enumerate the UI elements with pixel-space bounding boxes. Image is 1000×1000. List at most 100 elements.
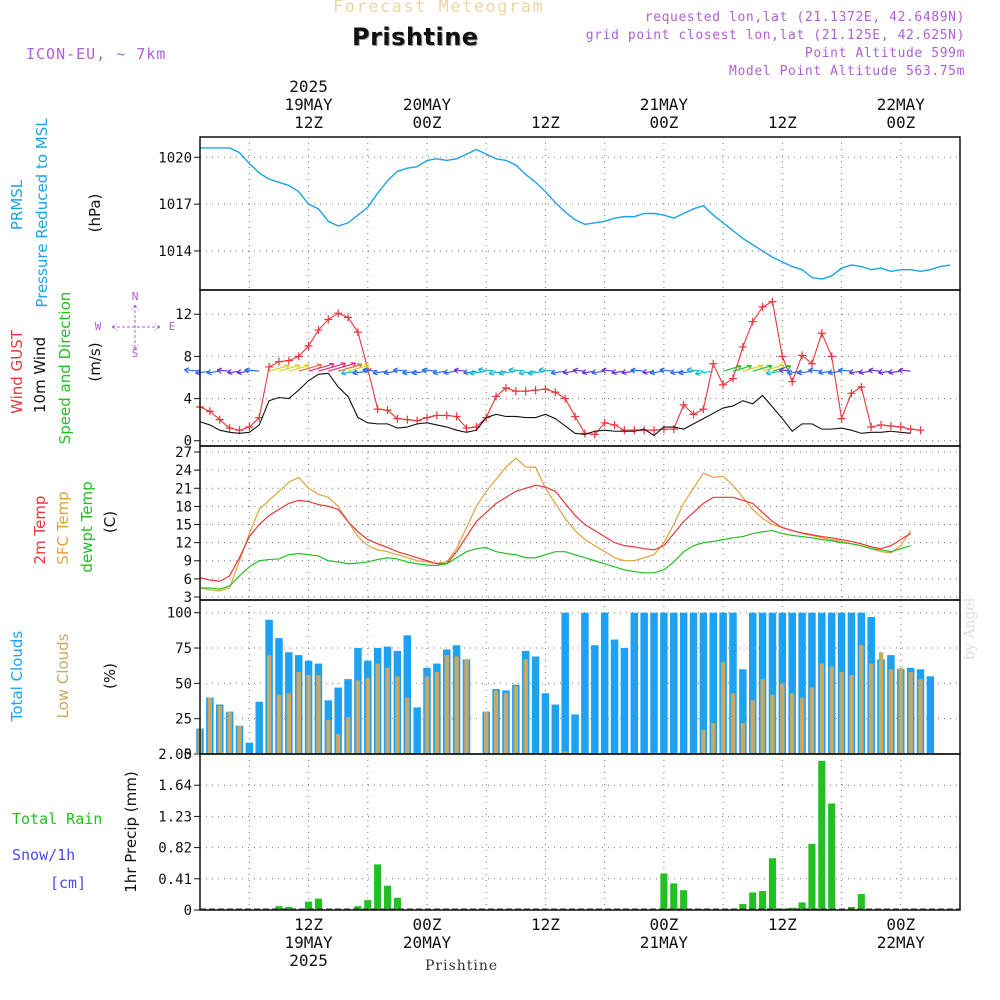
time-label-top: 00Z [886,113,915,132]
wind-gust-point [679,400,688,409]
time-label-top: 19MAY [284,95,333,114]
wind-direction-arrowhead [898,367,904,374]
low-cloud-bar [868,663,874,754]
y-tick-label: 27 [175,445,192,461]
wind-gust-point [403,415,412,424]
wind-direction-arrowhead [432,369,438,376]
low-cloud-bar [237,725,242,754]
wind-direction-arrow [195,370,210,374]
wind-direction-arrowhead [630,367,636,374]
wind-direction-arrow [538,368,556,372]
location-title: Prishtine [352,23,479,51]
wind-direction-arrowhead [808,367,814,374]
y-tick-label: 0.41 [158,872,192,888]
wind-gust-point [561,394,570,403]
low-cloud-bar [306,674,311,754]
total-cloud-bar [768,612,777,754]
wind-direction-arrow [573,369,585,372]
total-cloud-bar [255,701,263,754]
time-label-top: 21MAY [640,95,689,114]
wind-direction-arrowhead [591,369,597,376]
low-cloud-bar [454,656,459,754]
wind-gust-point [877,420,886,429]
meteogram-title: Forecast Meteogram [333,0,545,17]
total-clouds-label: Total Clouds [8,631,26,723]
rain-bar [314,898,322,910]
compass-rose-icon [111,304,161,351]
wind-gust-point [314,326,323,335]
total-cloud-bar [581,612,589,754]
wind-gust-point [274,357,283,366]
wind-gust-point [284,356,293,365]
wind-direction-arrowhead [392,367,399,374]
requested-coordinates: requested lon,lat (21.1372E, 42.6489N) [644,10,965,25]
low-cloud-bar [859,645,864,754]
wind-gust-point [294,352,303,361]
wind-gust-point [699,405,708,414]
wind-gust-point [245,423,254,432]
pressure-series-line [200,147,951,280]
y-tick-label: 100 [167,606,192,622]
wind-direction-arrow [868,369,882,372]
total-cloud-bar [541,693,550,754]
wind-gust-point [600,418,609,427]
wind-gust-point [867,423,876,432]
wind-direction-arrow [227,370,240,374]
wind-direction-arrowhead [411,369,417,376]
wind-unit-label: (m/s) [86,342,104,381]
temp-2m-label: 2m Temp [31,496,49,565]
point-altitude: Point Altitude 599m [804,46,965,61]
total-cloud-bar [413,707,421,754]
wind-direction-arrowhead [383,369,389,376]
total-cloud-bar [630,612,639,754]
wind-direction-arrowhead [601,367,607,374]
wind-gust-point [571,412,580,421]
total-cloud-bar [403,635,412,754]
total-cloud-bar [640,612,648,754]
panel-frame [199,289,961,447]
wind-direction-arrowhead [877,369,884,376]
total-cloud-bar [561,612,569,754]
low-clouds-label: Low Clouds [54,633,72,718]
low-cloud-bar [563,751,568,754]
wind-direction-arrowhead [848,368,855,375]
total-cloud-bar [926,676,935,754]
wind-gust-point [837,414,846,423]
wind-gust-point [669,425,678,434]
panel-frame [199,445,961,601]
y-tick-label: 1014 [158,244,192,260]
wind-direction-arrowhead [463,369,469,376]
wind-gust-point [531,386,540,395]
wind-gust-point [798,351,807,360]
y-tick-label: 12 [175,307,192,323]
wind-gust-point [551,388,560,397]
time-label-top: 22MAY [877,95,926,114]
wind-direction-arrow [454,369,467,372]
wind-direction-arrowhead [402,369,408,376]
low-cloud-bar [503,693,509,754]
low-cloud-bar [217,705,222,754]
total-cloud-bar [729,612,737,754]
total-cloud-bar [531,656,540,754]
wind-direction-arrow [498,370,516,375]
wind-gust-point [847,389,856,398]
low-cloud-bar [365,677,370,754]
wind-gust-point [827,352,836,361]
wind-gust-point [748,317,757,326]
wind-direction-arrowhead [611,369,617,376]
wind-gust-point [541,385,550,394]
wind-direction-arrow [766,370,783,375]
y-tick-label: 21 [175,481,192,497]
y-tick-label: 1020 [158,150,192,166]
low-cloud-bar [750,700,755,754]
wind-gust-point [857,382,866,391]
total-cloud-bar [699,612,708,754]
time-label-bottom: 12Z [768,915,797,934]
wind-direction-arrow [732,365,752,372]
wind-direction-arrow [206,370,220,374]
low-cloud-bar [326,720,331,754]
total-cloud-bar [571,714,579,754]
wind-direction-arrow [611,370,625,374]
low-cloud-bar [493,690,499,754]
